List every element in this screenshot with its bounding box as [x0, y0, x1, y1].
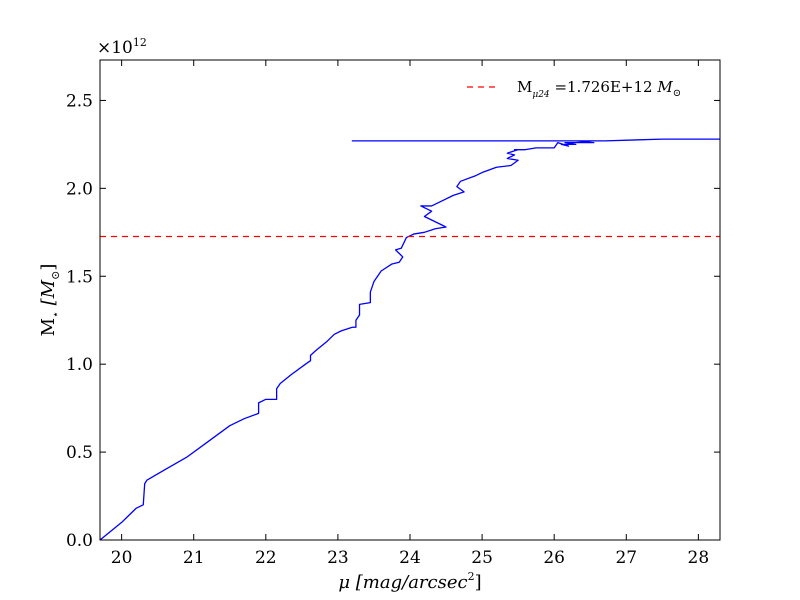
- ticks-layer: 20 21 22 23 24 25 26 27 28 0.0 0.5 1.0 1.5 2.0 2.5: [66, 60, 720, 568]
- x-tick-label: 23: [327, 548, 349, 568]
- x-tick-label: 21: [183, 548, 205, 568]
- y-tick-label: 0.0: [66, 531, 93, 551]
- x-tick-label: 28: [688, 548, 710, 568]
- x-tick-label: 24: [399, 548, 421, 568]
- series-layer: [99, 138, 720, 541]
- x-tick-label: 20: [111, 548, 133, 568]
- y-tick-label: 0.5: [66, 443, 93, 463]
- x-tick-label: 26: [543, 548, 565, 568]
- x-axis-label: μ [mag/arcsec2]: [338, 570, 481, 593]
- y-tick-label: 1.5: [66, 267, 93, 287]
- y-scale-exponent: 12: [133, 36, 147, 49]
- series-line-mass-profile: [99, 138, 720, 541]
- x-tick-label: 22: [255, 548, 277, 568]
- legend-label: Mμ24 =1.726E+12 M⊙: [517, 78, 681, 100]
- x-tick-label: 25: [471, 548, 493, 568]
- x-tick-label: 27: [615, 548, 637, 568]
- y-axis-label: M⋆ [M⊙]: [38, 264, 62, 337]
- legend: Mμ24 =1.726E+12 M⊙: [467, 78, 681, 100]
- y-scale-factor: ×1012: [97, 36, 147, 58]
- y-tick-label: 1.0: [66, 355, 93, 375]
- y-tick-label: 2.5: [66, 91, 93, 111]
- plot-frame: [99, 59, 721, 541]
- y-tick-label: 2.0: [66, 179, 93, 199]
